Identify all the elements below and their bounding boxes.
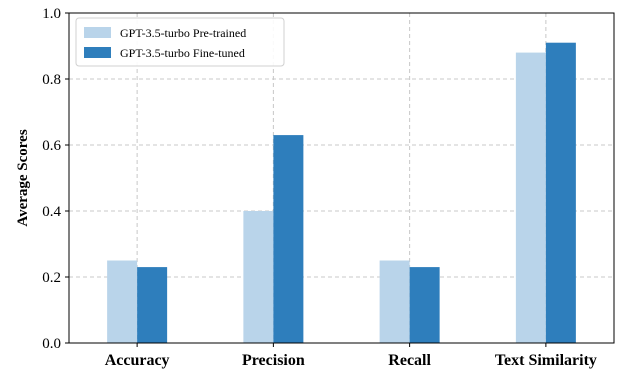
y-tick-label: 0.4 (42, 204, 61, 220)
y-tick-label: 0.2 (42, 270, 61, 286)
bar-pretrained-accuracy (107, 260, 138, 343)
bar-finetuned-precision (273, 135, 304, 343)
bar-pretrained-text-similarity (515, 52, 546, 343)
legend-swatch (84, 27, 111, 38)
legend-box (75, 17, 285, 67)
y-axis-ticks: 0.0 0.2 0.4 0.6 0.8 1.0 (42, 6, 69, 352)
bar-pretrained-recall (379, 260, 410, 343)
bars (107, 42, 576, 343)
x-tick-label: Accuracy (105, 352, 170, 369)
x-tick-label: Recall (388, 352, 431, 369)
x-tick-label: Text Similarity (495, 352, 597, 369)
legend-swatch (84, 47, 111, 58)
y-axis-label: Average Scores (15, 129, 31, 226)
bar-finetuned-recall (409, 267, 440, 343)
bar-finetuned-accuracy (137, 267, 168, 343)
legend-label: GPT-3.5-turbo Pre-trained (120, 26, 246, 40)
y-tick-label: 0.6 (42, 138, 61, 154)
y-tick-label: 0.0 (42, 336, 61, 352)
y-tick-label: 0.8 (42, 72, 61, 88)
y-tick-label: 1.0 (42, 6, 61, 22)
legend: GPT-3.5-turbo Pre-trained GPT-3.5-turbo F… (75, 17, 285, 67)
x-axis-ticks: Accuracy Precision Recall Text Similarity (105, 343, 597, 369)
bar-finetuned-text-similarity (545, 42, 576, 343)
bar-pretrained-precision (243, 211, 274, 343)
plot-frame (68, 12, 615, 344)
x-tick-label: Precision (242, 352, 305, 369)
legend-label: GPT-3.5-turbo Fine-tuned (120, 46, 245, 60)
